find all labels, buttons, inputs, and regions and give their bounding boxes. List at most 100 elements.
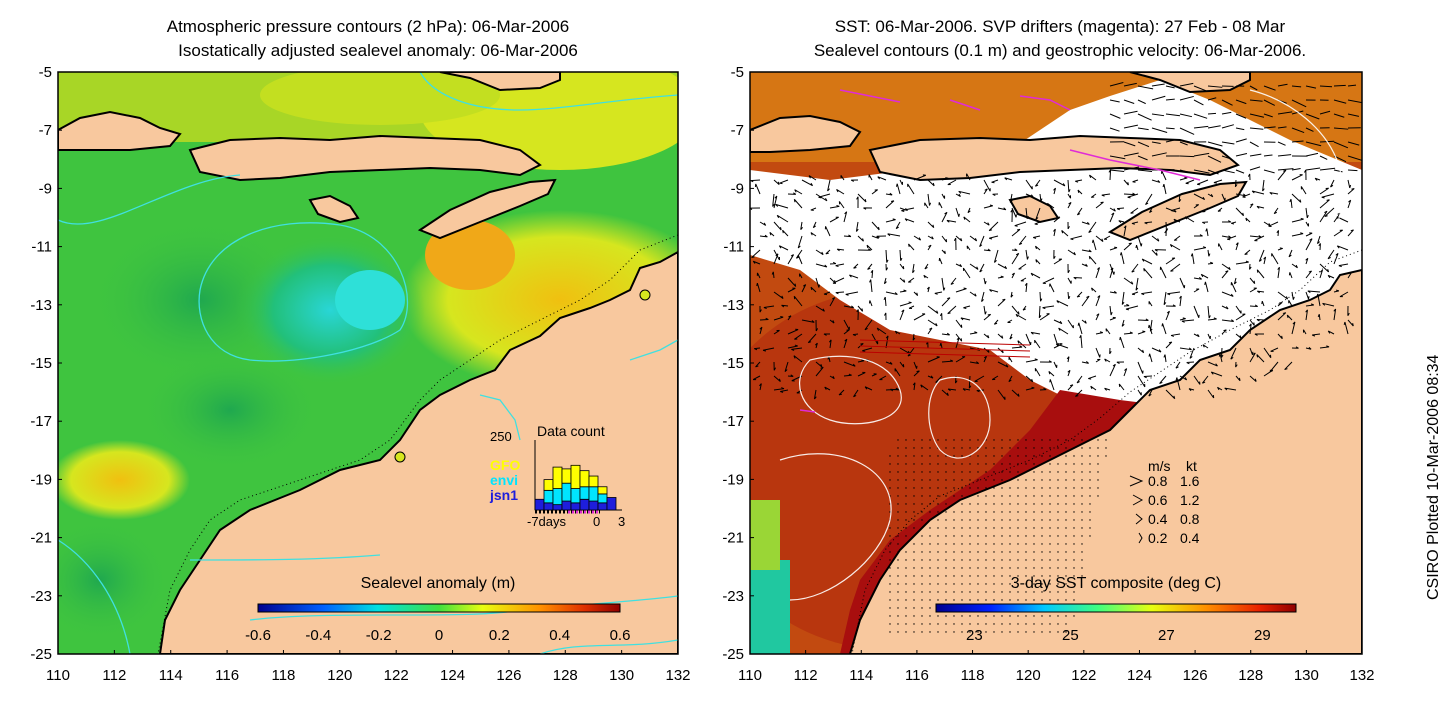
x-tick-label: 132 (665, 667, 690, 684)
velocity-arrow (1148, 353, 1153, 363)
velocity-arrow (941, 235, 948, 243)
velocity-arrow (1249, 85, 1258, 91)
velocity-arrow (1104, 358, 1111, 363)
velocity-dot (953, 495, 955, 497)
velocity-arrow (1165, 113, 1181, 117)
velocity-arrow (773, 195, 778, 209)
velocity-dot (1081, 487, 1083, 489)
velocity-arrow (1291, 99, 1307, 108)
velocity-arrow (1207, 169, 1219, 175)
velocity-arrow (824, 386, 831, 391)
velocity-arrow (1067, 201, 1072, 209)
velocity-dot (1065, 559, 1067, 561)
velocity-arrow (879, 375, 887, 381)
velocity-dot (921, 447, 923, 449)
velocity-dot (889, 607, 891, 609)
velocity-arrow (801, 284, 807, 293)
velocity-dot (1081, 463, 1083, 465)
velocity-arrow (1221, 111, 1232, 115)
velocity-arrow (1067, 193, 1072, 199)
velocity-arrow (796, 389, 803, 394)
velocity-dot (905, 607, 907, 609)
velocity-arrow (1322, 302, 1335, 307)
velocity-arrow (1218, 243, 1223, 251)
velocity-arrow (953, 237, 957, 251)
right-title-line1: SST: 06-Mar-2006. SVP drifters (magenta)… (834, 17, 1286, 36)
velocity-dot (985, 519, 987, 521)
velocity-dot (1065, 439, 1067, 441)
velocity-dot (937, 463, 939, 465)
velocity-arrow (927, 193, 932, 206)
velocity-arrow (1095, 313, 1100, 321)
velocity-dot (961, 559, 963, 561)
velocity-arrow (1235, 113, 1247, 119)
velocity-dot (993, 519, 995, 521)
velocity-dot (1001, 583, 1003, 585)
velocity-dot (953, 455, 955, 457)
velocity-arrow (1347, 155, 1362, 161)
velocity-arrow (1011, 305, 1020, 315)
velocity-dot (1017, 439, 1019, 441)
velocity-dot (929, 511, 931, 513)
velocity-dot (1065, 495, 1067, 497)
velocity-kt-value: 1.2 (1180, 492, 1200, 508)
velocity-arrow (1305, 141, 1322, 147)
velocity-arrow (1184, 216, 1195, 223)
velocity-dot (889, 527, 891, 529)
velocity-dot (1057, 535, 1059, 537)
velocity-dot (953, 551, 955, 553)
velocity-dot (1001, 567, 1003, 569)
velocity-arrow (1123, 179, 1129, 186)
velocity-dot (937, 479, 939, 481)
velocity-arrow (974, 375, 985, 382)
velocity-arrow (1263, 169, 1275, 174)
velocity-dot (969, 551, 971, 553)
velocity-dot (993, 511, 995, 513)
y-tick-label: -7 (39, 122, 52, 139)
velocity-arrow (1277, 111, 1293, 115)
velocity-arrow (1221, 319, 1235, 322)
velocity-arrow (1291, 321, 1296, 335)
velocity-arrow (1053, 216, 1061, 223)
velocity-arrow (899, 309, 905, 321)
velocity-arrow (901, 207, 915, 213)
velocity-arrow (780, 389, 789, 393)
velocity-arrow (1291, 291, 1295, 300)
velocity-arrow (1193, 152, 1210, 157)
velocity-arrow (1249, 235, 1262, 238)
velocity-arrow (1202, 221, 1209, 225)
velocity-scale-arrow (1129, 475, 1144, 487)
velocity-dot (1065, 615, 1067, 617)
velocity-arrow (1049, 379, 1055, 391)
velocity-dot (1065, 463, 1067, 465)
velocity-dot (977, 463, 979, 465)
velocity-arrow (810, 286, 817, 293)
velocity-dot (1057, 599, 1059, 601)
velocity-dot (937, 575, 939, 577)
velocity-arrow (884, 312, 887, 321)
velocity-dot (969, 623, 971, 625)
data-count-bar-gfo (570, 464, 581, 489)
velocity-arrow (828, 339, 832, 349)
velocity-arrow (997, 298, 1006, 307)
velocity-dot (1089, 447, 1091, 449)
velocity-dot (913, 567, 915, 569)
velocity-arrow (815, 319, 819, 332)
velocity-dot (1009, 575, 1011, 577)
velocity-arrow (1302, 329, 1307, 335)
velocity-dot (1049, 631, 1051, 633)
x-tick-label: 120 (1016, 667, 1041, 684)
velocity-dot (1025, 463, 1027, 465)
velocity-arrow (983, 277, 987, 285)
velocity-arrow (857, 305, 864, 312)
velocity-arrow (1053, 249, 1056, 260)
y-tick-label: -23 (30, 588, 52, 605)
velocity-arrow (1004, 177, 1013, 181)
velocity-arrow (810, 207, 817, 211)
velocity-dot (1001, 455, 1003, 457)
velocity-arrow (983, 313, 992, 321)
velocity-arrow (967, 207, 971, 214)
velocity-dot (897, 471, 899, 473)
velocity-dot (937, 559, 939, 561)
velocity-dot (953, 591, 955, 593)
